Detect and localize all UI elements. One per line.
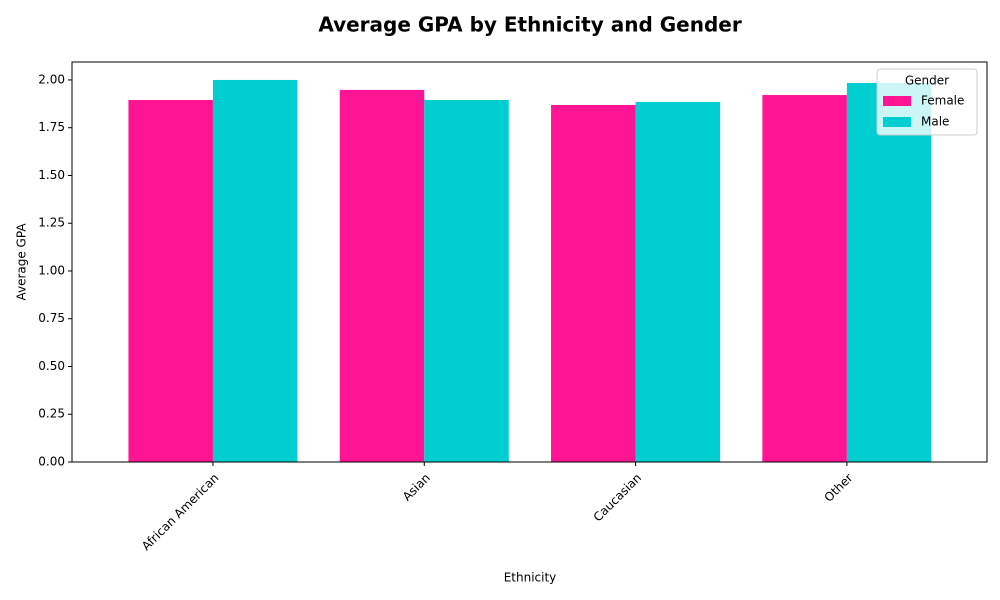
y-tick-label: 0.00 (38, 455, 65, 469)
x-tick-label: Caucasian (591, 471, 645, 525)
bar (846, 83, 932, 462)
y-tick-label: 1.75 (38, 120, 65, 134)
bar (762, 95, 847, 462)
y-tick-label: 0.75 (38, 311, 65, 325)
y-tick-label: 1.50 (38, 168, 65, 182)
bar (128, 100, 213, 463)
x-tick-label: Asian (400, 471, 433, 504)
bar (635, 101, 721, 463)
bar (212, 79, 298, 463)
bar (424, 100, 509, 463)
x-tick-label: African American (139, 471, 222, 554)
legend-swatch (883, 117, 911, 127)
legend-title: Gender (905, 74, 949, 88)
legend-label: Male (921, 115, 949, 129)
plot-frame (71, 61, 988, 463)
y-tick-label: 0.25 (38, 407, 65, 421)
legend-label: Female (921, 94, 964, 108)
bar (339, 89, 425, 462)
y-tick-label: 1.25 (38, 216, 65, 230)
x-axis-label: Ethnicity (504, 571, 557, 585)
y-tick-label: 1.00 (38, 263, 65, 277)
y-tick-label: 2.00 (38, 72, 65, 86)
legend-swatch (883, 96, 911, 106)
chart-title: Average GPA by Ethnicity and Gender (318, 13, 742, 37)
y-axis-label: Average GPA (15, 223, 29, 301)
bar (551, 104, 636, 462)
legend: Gender Female Male (876, 68, 978, 136)
y-tick-label: 0.50 (38, 359, 65, 373)
x-tick-label: Other (821, 471, 855, 505)
